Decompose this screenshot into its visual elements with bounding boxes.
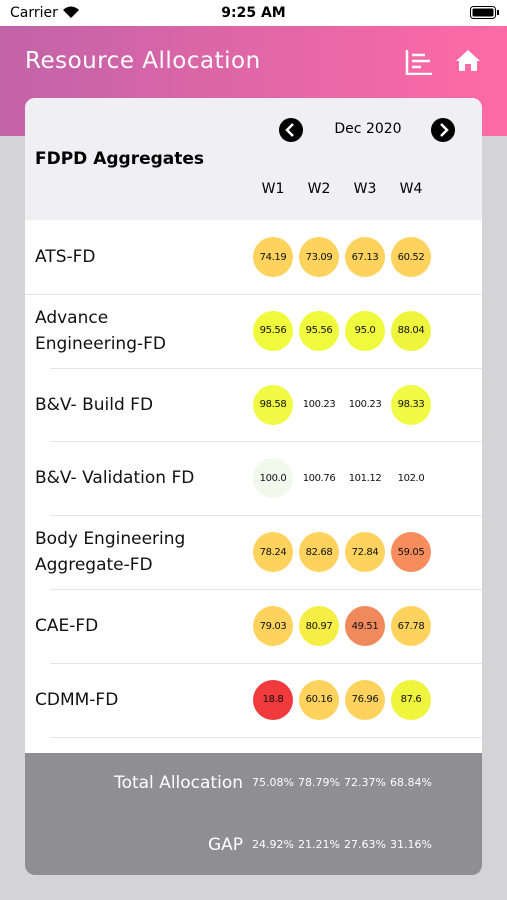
footer-value: 75.08% [252,776,294,789]
allocation-cell: 18.8 [253,679,293,720]
week-label: W3 [353,181,377,197]
week-label: W2 [307,181,331,197]
allocation-cell: 101.12 [348,472,382,484]
allocation-cell: 49.51 [345,606,385,646]
clock: 9:25 AM [221,5,286,21]
row-separator [50,736,482,738]
status-bar: Carrier 9:25 AM [0,0,507,26]
row-separator [50,515,482,517]
footer-label: GAP [207,835,243,855]
week-label: W1 [261,181,285,197]
allocation-cell: 100.23 [348,399,382,411]
prev-month-button[interactable] [279,118,303,142]
allocation-cell: 95.56 [299,310,339,351]
chart-button[interactable] [405,49,433,75]
allocation-cell: 87.6 [391,679,431,720]
row-name: Advance Engineering-FD [35,307,167,354]
allocation-cell: 102.0 [397,472,425,484]
next-month-button[interactable] [431,118,455,142]
allocation-cell: 59.05 [391,532,431,573]
card: Dec 2020 FDPD Aggregates W1 W2 W3 W4 Total … [25,98,482,875]
row-name: CAE-FD [35,616,99,636]
allocation-cell: 67.78 [391,606,431,646]
allocation-cell: 76.96 [345,679,385,720]
row-separator [50,441,482,443]
allocation-cell: 60.52 [391,237,431,277]
row-name: B&V- Validation FD [35,468,195,489]
home-button[interactable] [455,49,481,73]
allocation-cell: 78.24 [253,532,293,573]
battery-icon [470,6,499,19]
allocation-cell: 95.56 [253,310,293,351]
allocation-cell: 98.33 [391,384,431,425]
footer-value: 78.79% [298,776,340,789]
row-separator [25,293,482,295]
row-separator [50,662,482,664]
row-name: B&V- Build FD [35,394,154,415]
allocation-cell: 82.68 [299,532,339,573]
row-separator [50,367,482,369]
allocation-cell: 74.19 [253,237,293,277]
footer-value: 27.63% [344,838,386,851]
row-separator [50,589,482,590]
week-label: W4 [399,181,423,197]
allocation-cell: 100.76 [302,472,336,484]
row-name: ATS-FD [35,247,96,267]
row-name: Body Engineering Aggregate-FD [35,529,186,576]
table-header: Dec 2020 FDPD Aggregates W1 W2 W3 W4 [25,98,482,220]
month-label: Dec 2020 [334,121,402,137]
summary-footer: Total Allocation 75.08% 78.79% 72.37% 68.84%… [25,753,482,875]
footer-value: 21.21% [298,838,340,851]
footer-value: 72.37% [344,776,386,789]
allocation-cell: 72.84 [345,532,385,573]
footer-value: 24.92% [252,838,294,851]
allocation-cell: 67.13 [345,237,385,277]
row-name: CDMM-FD [35,689,119,710]
wifi-icon [63,6,79,18]
allocation-cell: 73.09 [299,237,339,277]
footer-label: Total Allocation [114,773,243,793]
allocation-cell: 100.23 [302,399,336,411]
footer-value: 68.84% [390,776,432,789]
allocation-cell: 60.16 [299,679,339,720]
allocation-cell: 100.0 [253,458,293,499]
allocation-cell: 79.03 [253,606,293,646]
carrier: Carrier [10,5,58,21]
allocation-cell: 95.0 [345,310,385,351]
allocation-cell: 98.58 [253,384,293,425]
footer-value: 31.16% [390,838,432,851]
allocation-cell: 88.04 [391,310,431,351]
page-title: Resource Allocation [25,48,261,74]
table-title: FDPD Aggregates [35,149,205,169]
allocation-cell: 80.97 [299,606,339,646]
